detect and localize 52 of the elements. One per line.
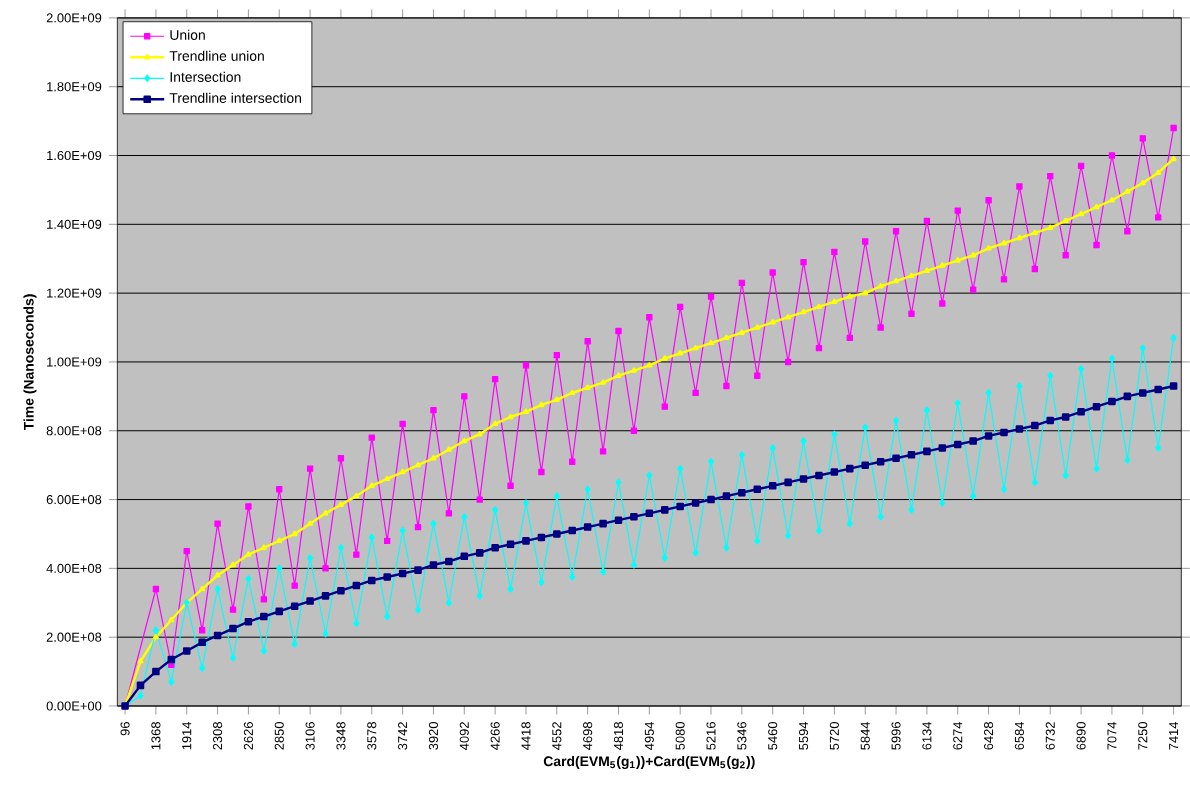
legend-label: Intersection (170, 71, 241, 83)
y-tick-label: 6.00E+08 (46, 495, 102, 505)
x-tick-label: 6134 (922, 722, 932, 750)
x-tick-label: 7250 (1138, 722, 1148, 750)
x-tick-label: 5594 (798, 722, 809, 750)
y-tick-label: 4.00E+08 (46, 564, 102, 574)
x-tick-label: 3106 (305, 722, 315, 751)
x-tick-label: 6274 (953, 722, 963, 750)
x-tick-label: 4954 (644, 722, 654, 751)
x-tick-label: 1368 (151, 722, 161, 750)
y-tick-label: 1.20E+09 (47, 288, 102, 298)
x-tick-label: 4552 (552, 722, 562, 751)
x-tick-label: 5720 (829, 722, 839, 750)
y-tick-label: 0.00E+00 (46, 701, 102, 711)
x-tick-label: 3348 (336, 722, 346, 751)
x-tick-label: 2308 (213, 722, 223, 750)
x-tick-label: 5346 (737, 722, 747, 750)
y-tick-label: 1.60E+09 (47, 151, 102, 161)
y-axis-title: Time (Nanoseconds) (23, 294, 37, 431)
x-tick-label: 2850 (274, 722, 284, 750)
x-tick-label: 4818 (613, 722, 624, 751)
x-tick-label: 5996 (891, 722, 901, 750)
x-tick-label: 5216 (706, 722, 716, 750)
x-tick-label: 4698 (583, 722, 593, 751)
y-tick-label: 1.40E+09 (47, 219, 102, 230)
x-tick-label: 6732 (1045, 722, 1055, 750)
y-tick-label: 8.00E+08 (46, 426, 102, 436)
legend-label: Trendline intersection (169, 93, 301, 104)
x-tick-label: 4418 (521, 722, 531, 751)
x-tick-label: 5844 (860, 722, 870, 750)
x-tick-label: 3578 (367, 722, 377, 751)
x-tick-label: 1914 (182, 722, 192, 750)
legend-label: Union (170, 29, 205, 41)
text: Card(EVM$_{5}$(g$_{1}$))+Card(EVM$_{5}$(g$_{2}$)) (543, 756, 755, 770)
x-tick-label: 2626 (243, 722, 253, 750)
x-tick-label: 3920 (428, 722, 439, 751)
y-tick-label: 2.00E+09 (46, 13, 102, 23)
y-tick-label: 1.00E+09 (47, 357, 102, 367)
x-tick-label: 6428 (984, 722, 994, 750)
y-tick-label: 2.00E+08 (46, 632, 102, 642)
x-tick-label: 6890 (1076, 722, 1086, 750)
x-tick-label: 5460 (768, 722, 778, 750)
x-tick-label: 7074 (1107, 722, 1117, 750)
x-tick-label: 5080 (675, 722, 685, 750)
x-tick-label: 96 (120, 722, 130, 736)
legend-label: Trendline union (169, 50, 264, 62)
x-tick-label: 4266 (490, 722, 500, 751)
x-tick-label: 3742 (398, 722, 408, 751)
y-tick-label: 1.80E+09 (47, 82, 102, 92)
x-tick-label: 4092 (459, 722, 469, 751)
x-tick-label: 6584 (1014, 722, 1024, 750)
x-tick-label: 7414 (1169, 722, 1179, 750)
